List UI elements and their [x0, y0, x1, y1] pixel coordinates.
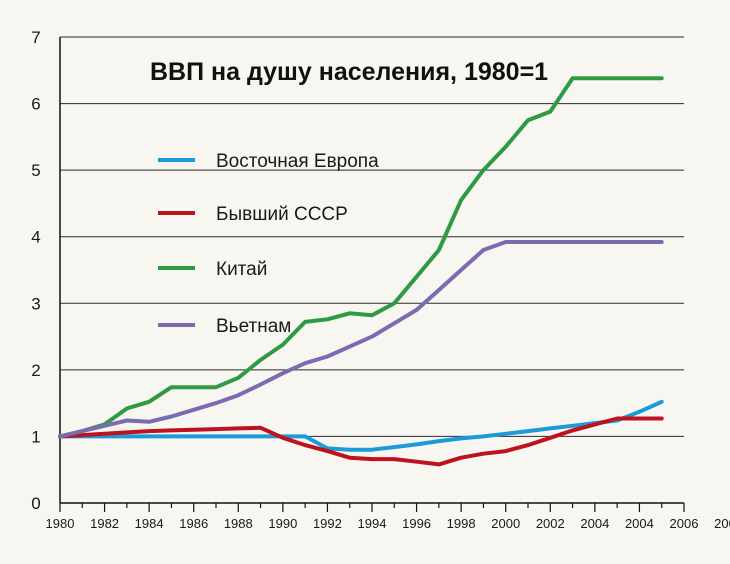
- x-tick-label: 2000: [491, 516, 520, 531]
- x-tick-label: 1986: [179, 516, 208, 531]
- y-tick-label: 4: [31, 228, 40, 247]
- chart-title: ВВП на душу населения, 1980=1: [150, 58, 548, 86]
- series-line-0: [58, 399, 664, 452]
- series-line-2: [58, 76, 664, 439]
- x-tick-label: 2006: [670, 516, 699, 531]
- y-tick-label: 5: [31, 161, 40, 180]
- x-tick-label: 1994: [358, 516, 387, 531]
- y-tick-label: 6: [31, 95, 40, 114]
- legend: Восточная Европа Бывший СССР Китай Вьетнам: [158, 151, 379, 337]
- x-tick-label: 1988: [224, 516, 253, 531]
- y-tick-label: 2: [31, 361, 40, 380]
- x-tick-label: 1998: [447, 516, 476, 531]
- x-tick-label: 2002: [536, 516, 565, 531]
- y-tick-label: 3: [31, 294, 40, 313]
- series-line-3: [58, 240, 664, 439]
- x-tick-label: 2004: [625, 516, 654, 531]
- legend-label-0: Восточная Европа: [216, 151, 379, 172]
- legend-label-1: Бывший СССР: [216, 204, 348, 225]
- x-tick-label: 1990: [268, 516, 297, 531]
- axes: 0 1 2 3 4 5 6 7 1980 1982 1984 1986 1988 1990 1992 1994…: [31, 28, 730, 531]
- x-tick-label: 1984: [135, 516, 164, 531]
- x-tick-label: 2008: [714, 516, 730, 531]
- x-tick-label: 2004: [580, 516, 609, 531]
- legend-label-3: Вьетнам: [216, 316, 291, 337]
- y-tick-label: 7: [31, 28, 40, 47]
- series-lines: [58, 76, 664, 467]
- x-tick-label: 1980: [46, 516, 75, 531]
- legend-label-2: Китай: [216, 259, 267, 280]
- x-tick-label: 1992: [313, 516, 342, 531]
- series-line-1: [58, 416, 664, 467]
- x-tick-label: 1996: [402, 516, 431, 531]
- y-tick-label: 1: [31, 427, 40, 446]
- x-tick-label: 1982: [90, 516, 119, 531]
- y-tick-label: 0: [31, 494, 40, 513]
